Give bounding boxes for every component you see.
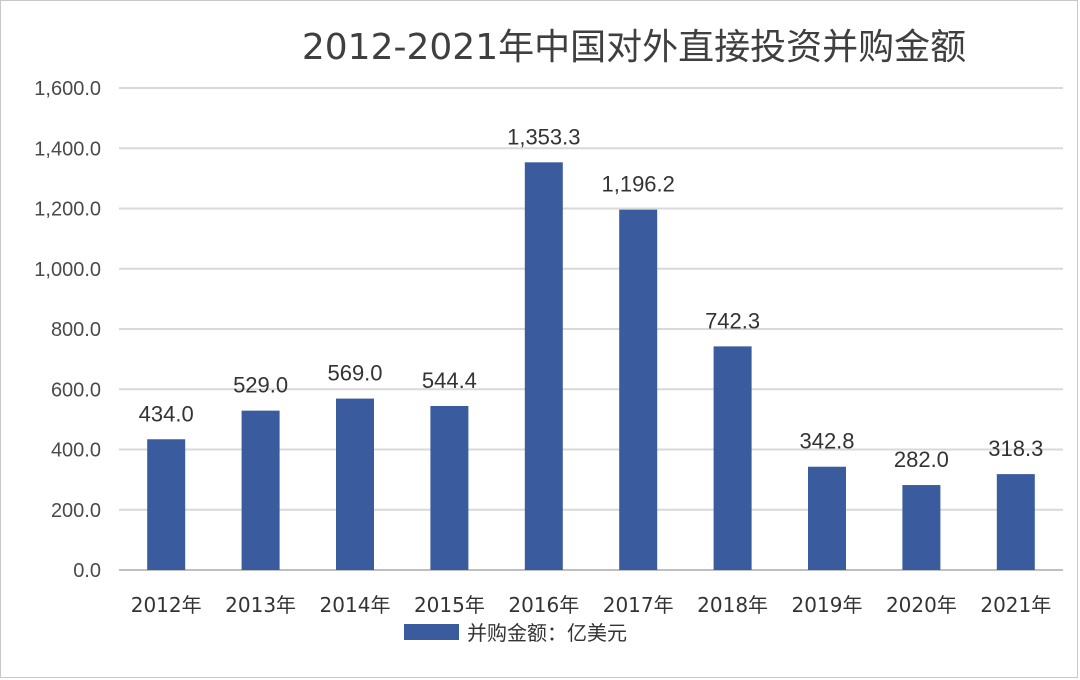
data-label: 282.0 bbox=[894, 447, 949, 472]
legend-swatch bbox=[404, 624, 459, 640]
x-tick-label: 2019年 bbox=[792, 593, 863, 617]
x-tick-label: 2018年 bbox=[697, 593, 768, 617]
x-tick-label: 2016年 bbox=[508, 593, 579, 617]
y-tick-label: 600.0 bbox=[51, 379, 101, 401]
data-label: 544.4 bbox=[422, 368, 477, 393]
x-tick-label: 2014年 bbox=[320, 593, 391, 617]
data-label: 1,196.2 bbox=[601, 172, 674, 197]
legend-label: 并购金额：亿美元 bbox=[467, 621, 627, 645]
y-tick-label: 1,400.0 bbox=[34, 138, 101, 160]
data-label: 342.8 bbox=[799, 429, 854, 454]
bar bbox=[336, 398, 374, 570]
x-tick-label: 2012年 bbox=[131, 593, 202, 617]
y-tick-label: 400.0 bbox=[51, 440, 101, 462]
legend: 并购金额：亿美元 bbox=[404, 621, 627, 645]
data-label: 569.0 bbox=[327, 361, 382, 386]
bar bbox=[808, 466, 846, 570]
bar bbox=[241, 410, 280, 570]
y-tick-label: 200.0 bbox=[51, 500, 101, 522]
data-label: 318.3 bbox=[988, 436, 1043, 461]
data-label: 1,353.3 bbox=[507, 124, 580, 149]
y-tick-label: 0.0 bbox=[73, 560, 101, 582]
y-tick-label: 1,600.0 bbox=[34, 78, 101, 100]
bar bbox=[619, 209, 658, 570]
bars bbox=[147, 162, 1035, 571]
bar bbox=[902, 485, 941, 570]
chart-title: 2012-2021年中国对外直接投资并购金额 bbox=[302, 27, 966, 68]
y-tick-label: 1,000.0 bbox=[34, 259, 101, 281]
y-axis-ticks: 0.0 200.0 400.0 600.0 800.0 1,000.0 1,200.0 1,4… bbox=[34, 78, 101, 582]
bar bbox=[996, 474, 1035, 570]
bar bbox=[713, 346, 752, 570]
data-label: 742.3 bbox=[705, 308, 760, 333]
x-tick-label: 2020年 bbox=[886, 593, 957, 617]
y-tick-label: 1,200.0 bbox=[34, 199, 101, 221]
data-label: 434.0 bbox=[139, 401, 194, 426]
data-labels: 434.0 529.0 569.0 544.4 1,353.3 1,196.2 742.3 3… bbox=[139, 124, 1044, 472]
x-axis-ticks: 2012年 2013年 2014年 2015年 2016年 2017年 2018年 2019年… bbox=[131, 593, 1052, 617]
bar bbox=[430, 405, 469, 570]
x-tick-label: 2015年 bbox=[414, 593, 485, 617]
data-label: 529.0 bbox=[233, 373, 288, 398]
x-tick-label: 2017年 bbox=[603, 593, 674, 617]
bar bbox=[524, 162, 563, 571]
y-tick-label: 800.0 bbox=[51, 319, 101, 341]
bar bbox=[147, 439, 186, 570]
x-tick-label: 2013年 bbox=[225, 593, 296, 617]
x-tick-label: 2021年 bbox=[980, 593, 1051, 617]
